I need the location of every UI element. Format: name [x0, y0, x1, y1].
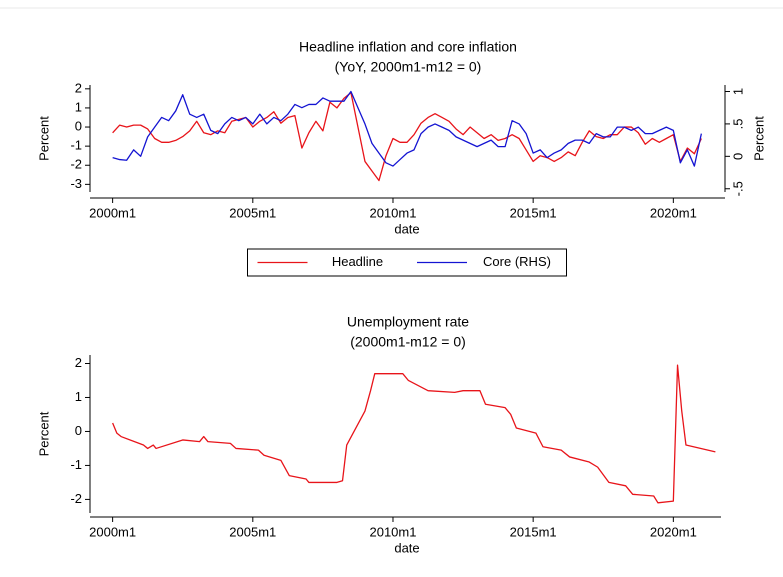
series-line — [112, 364, 716, 504]
y-axis-title: Percent — [36, 116, 51, 161]
chart-title: Headline inflation and core inflation — [299, 39, 517, 55]
y2-tick-label: 1 — [730, 88, 745, 95]
y-tick-label: 0 — [75, 118, 82, 133]
x-tick-label: 2015m1 — [510, 205, 557, 220]
y2-tick-label: -.5 — [730, 181, 745, 196]
legend-label: Core (RHS) — [483, 254, 551, 269]
x-tick-label: 2000m1 — [89, 205, 136, 220]
x-tick-label: 2005m1 — [229, 205, 276, 220]
y-tick-label: 2 — [75, 355, 82, 370]
x-tick-label: 2000m1 — [89, 524, 136, 539]
chart-title: Unemployment rate — [347, 314, 469, 330]
x-tick-label: 2020m1 — [650, 524, 697, 539]
y-tick-label: 2 — [75, 80, 82, 95]
y-tick-label: -2 — [70, 157, 82, 172]
y-axis-title: Percent — [36, 411, 51, 456]
legend-label: Headline — [332, 254, 383, 269]
y-tick-label: 1 — [75, 99, 82, 114]
series-line — [112, 90, 703, 167]
y2-axis-title: Percent — [751, 116, 766, 161]
x-tick-label: 2015m1 — [510, 524, 557, 539]
y-tick-label: -1 — [70, 457, 82, 472]
chart-subtitle: (2000m1-m12 = 0) — [350, 334, 466, 350]
x-tick-label: 2010m1 — [369, 205, 416, 220]
y-tick-label: 1 — [75, 389, 82, 404]
y2-tick-label: .5 — [730, 118, 745, 129]
chart-subtitle: (YoY, 2000m1-m12 = 0) — [335, 59, 482, 75]
y-tick-label: -3 — [70, 176, 82, 191]
series-line — [112, 91, 702, 182]
x-tick-label: 2010m1 — [369, 524, 416, 539]
y-tick-label: 0 — [75, 423, 82, 438]
y2-tick-label: 0 — [730, 153, 745, 160]
y-tick-label: -2 — [70, 491, 82, 506]
x-tick-label: 2020m1 — [650, 205, 697, 220]
x-axis-title: date — [394, 221, 419, 236]
x-axis-title: date — [394, 540, 419, 555]
x-tick-label: 2005m1 — [229, 524, 276, 539]
y-tick-label: -1 — [70, 138, 82, 153]
